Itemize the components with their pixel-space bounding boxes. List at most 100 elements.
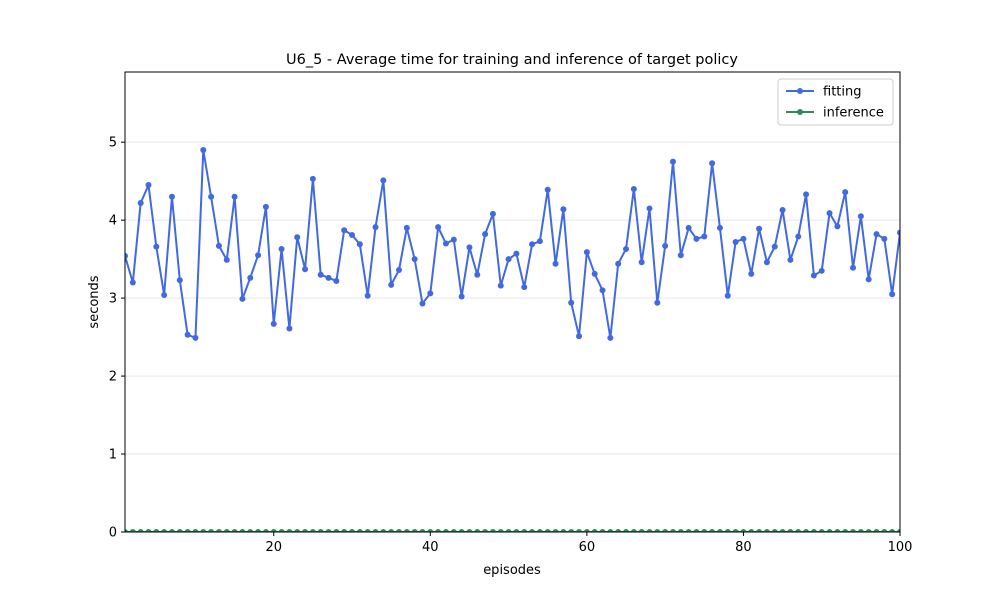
data-point-fitting <box>740 235 747 242</box>
data-point-fitting <box>442 240 449 247</box>
data-point-fitting <box>325 274 332 281</box>
data-point-fitting <box>427 290 434 297</box>
data-point-inference <box>857 529 864 532</box>
data-point-fitting <box>795 233 802 240</box>
data-point-inference <box>129 529 136 532</box>
data-point-inference <box>403 529 410 532</box>
data-point-fitting <box>466 244 473 251</box>
data-point-inference <box>529 529 536 532</box>
data-point-inference <box>763 529 770 532</box>
data-point-fitting <box>787 256 794 263</box>
data-point-fitting <box>317 271 324 278</box>
data-point-inference <box>521 529 528 532</box>
data-point-inference <box>669 529 676 532</box>
data-point-fitting <box>411 256 418 263</box>
data-point-fitting <box>842 189 849 196</box>
data-point-inference <box>552 529 559 532</box>
data-point-fitting <box>458 293 465 300</box>
data-point-inference <box>701 529 708 532</box>
data-point-inference <box>748 529 755 532</box>
data-point-fitting <box>779 207 786 213</box>
data-point-fitting <box>662 242 669 249</box>
data-point-inference <box>309 529 316 532</box>
data-point-inference <box>787 529 794 532</box>
data-point-inference <box>450 529 457 532</box>
data-point-inference <box>732 529 739 532</box>
data-point-fitting <box>803 191 810 198</box>
data-point-fitting <box>669 158 676 165</box>
data-point-fitting <box>223 256 230 263</box>
data-point-fitting <box>395 267 402 274</box>
data-point-fitting <box>419 300 426 307</box>
data-point-fitting <box>168 193 175 200</box>
data-point-inference <box>677 529 684 532</box>
y-tick-label: 1 <box>109 448 117 463</box>
data-point-fitting <box>810 272 817 279</box>
data-point-inference <box>591 529 598 532</box>
data-point-fitting <box>756 225 763 232</box>
data-point-fitting <box>403 224 410 231</box>
data-point-fitting <box>192 334 199 341</box>
x-axis-label: episodes <box>483 563 541 578</box>
data-point-fitting <box>591 270 598 277</box>
data-point-inference <box>278 529 285 532</box>
data-point-fitting <box>857 213 864 220</box>
data-point-inference <box>623 529 630 532</box>
data-point-inference <box>803 529 810 532</box>
data-point-inference <box>356 529 363 532</box>
data-point-inference <box>615 529 622 532</box>
data-point-inference <box>693 529 700 532</box>
data-point-inference <box>709 529 716 532</box>
data-point-inference <box>286 529 293 532</box>
data-point-inference <box>810 529 817 532</box>
x-tick-label: 60 <box>579 540 596 555</box>
data-point-inference <box>137 529 144 532</box>
data-point-inference <box>771 529 778 532</box>
data-point-fitting <box>200 146 207 153</box>
data-point-inference <box>466 529 473 532</box>
data-point-fitting <box>372 224 379 231</box>
data-point-fitting <box>818 267 825 274</box>
chart-title: U6_5 - Average time for training and inf… <box>286 52 738 68</box>
data-point-inference <box>646 529 653 532</box>
data-point-inference <box>513 529 520 532</box>
data-point-inference <box>897 529 900 532</box>
data-point-fitting <box>873 231 880 238</box>
data-point-fitting <box>333 277 340 284</box>
data-point-fitting <box>536 238 543 245</box>
data-point-fitting <box>615 260 622 267</box>
data-point-inference <box>192 529 199 532</box>
data-point-fitting <box>364 292 371 299</box>
data-point-fitting <box>865 276 872 283</box>
data-point-fitting <box>599 287 606 294</box>
data-point-fitting <box>231 193 238 200</box>
data-point-fitting <box>474 271 481 278</box>
data-point-inference <box>145 529 152 532</box>
data-point-inference <box>458 529 465 532</box>
data-point-fitting <box>278 245 285 252</box>
y-tick-label: 5 <box>109 136 117 151</box>
data-point-fitting <box>356 241 363 248</box>
data-point-fitting <box>497 282 504 289</box>
data-point-fitting <box>435 224 442 231</box>
data-point-inference <box>568 529 575 532</box>
data-point-inference <box>239 529 246 532</box>
data-point-inference <box>247 529 254 532</box>
data-point-fitting <box>302 266 309 273</box>
data-point-fitting <box>513 250 520 257</box>
data-point-inference <box>536 529 543 532</box>
x-tick-label: 20 <box>265 540 282 555</box>
data-point-fitting <box>125 253 128 259</box>
plot-area <box>125 146 900 532</box>
data-point-fitting <box>215 242 222 249</box>
y-tick-label: 2 <box>109 370 117 385</box>
data-point-inference <box>161 529 168 532</box>
data-point-inference <box>842 529 849 532</box>
data-point-inference <box>388 529 395 532</box>
legend-marker-inference <box>797 109 803 115</box>
y-tick-label: 0 <box>109 526 117 541</box>
data-point-fitting <box>521 284 528 291</box>
data-point-fitting <box>255 252 262 259</box>
data-point-fitting <box>137 199 144 206</box>
